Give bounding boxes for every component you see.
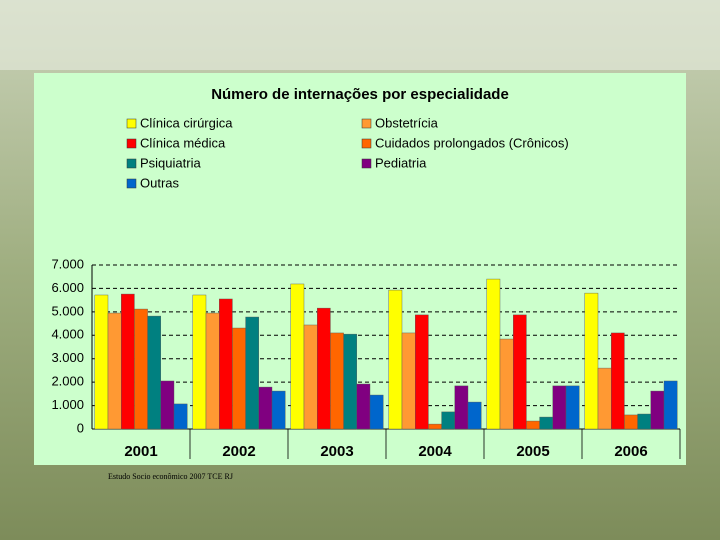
legend-swatch bbox=[126, 118, 137, 129]
bar bbox=[134, 308, 148, 430]
bar bbox=[218, 298, 233, 430]
x-tick-label: 2003 bbox=[320, 443, 353, 460]
bar bbox=[401, 332, 416, 430]
y-tick-label: 5.000 bbox=[51, 303, 84, 318]
bar bbox=[160, 380, 175, 430]
bar bbox=[415, 314, 429, 430]
legend-label: Cuidados prolongados (Crônicos) bbox=[375, 135, 569, 150]
legend-swatch bbox=[361, 118, 372, 129]
bar bbox=[192, 294, 207, 430]
bar bbox=[303, 324, 318, 430]
bar bbox=[552, 385, 567, 430]
bar bbox=[330, 332, 344, 430]
bar bbox=[173, 403, 188, 430]
y-tick-label: 1.000 bbox=[51, 397, 84, 412]
bar bbox=[611, 332, 625, 430]
legend-label: Psiquiatria bbox=[140, 155, 201, 170]
bar bbox=[94, 294, 109, 430]
legend-swatch bbox=[126, 158, 137, 169]
bar bbox=[428, 423, 442, 430]
legend-label: Clínica cirúrgica bbox=[140, 115, 233, 130]
bar bbox=[499, 338, 514, 430]
bar bbox=[290, 283, 305, 430]
bar bbox=[232, 327, 246, 430]
legend-label: Clínica médica bbox=[140, 135, 226, 150]
bar bbox=[147, 315, 162, 430]
bar bbox=[486, 278, 501, 430]
bar bbox=[343, 333, 358, 430]
legend-swatch bbox=[126, 178, 137, 189]
bar bbox=[107, 312, 122, 430]
bar bbox=[624, 414, 638, 430]
y-tick-label: 2.000 bbox=[51, 374, 84, 389]
bar bbox=[454, 385, 469, 430]
legend-swatch bbox=[126, 138, 137, 149]
y-tick-label: 4.000 bbox=[51, 327, 84, 342]
bar bbox=[565, 385, 580, 430]
y-tick-label: 6.000 bbox=[51, 280, 84, 295]
x-tick-label: 2002 bbox=[222, 443, 255, 460]
bar bbox=[597, 367, 612, 430]
y-tick-label: 7.000 bbox=[51, 256, 84, 271]
bar bbox=[441, 411, 456, 430]
bar bbox=[369, 394, 384, 430]
bar bbox=[317, 307, 331, 430]
footnote: Estudo Socio econômico 2007 TCE RJ bbox=[108, 472, 233, 481]
x-tick-label: 2001 bbox=[124, 443, 157, 460]
legend-swatch bbox=[361, 138, 372, 149]
bar bbox=[526, 420, 540, 430]
legend-label: Obstetrícia bbox=[375, 115, 439, 130]
legend-label: Pediatria bbox=[375, 155, 427, 170]
bar bbox=[650, 390, 665, 430]
y-tick-label: 3.000 bbox=[51, 350, 84, 365]
bar bbox=[271, 390, 286, 430]
bar bbox=[258, 386, 273, 430]
legend-swatch bbox=[361, 158, 372, 169]
sky bbox=[0, 0, 720, 70]
bar bbox=[663, 380, 678, 430]
x-tick-label: 2005 bbox=[516, 443, 549, 460]
bar bbox=[467, 401, 482, 430]
bar bbox=[513, 314, 527, 430]
x-tick-label: 2004 bbox=[418, 443, 452, 460]
bar bbox=[539, 416, 553, 430]
bar bbox=[637, 413, 651, 430]
legend-label: Outras bbox=[140, 175, 180, 190]
bar bbox=[245, 316, 260, 430]
x-tick-label: 2006 bbox=[614, 443, 647, 460]
chart-title: Número de internações por especialidade bbox=[211, 86, 509, 103]
bar bbox=[356, 383, 371, 430]
bar bbox=[388, 289, 403, 430]
y-tick-label: 0 bbox=[77, 420, 84, 435]
bar bbox=[205, 312, 220, 430]
bar bbox=[120, 293, 135, 430]
bar bbox=[584, 292, 599, 430]
